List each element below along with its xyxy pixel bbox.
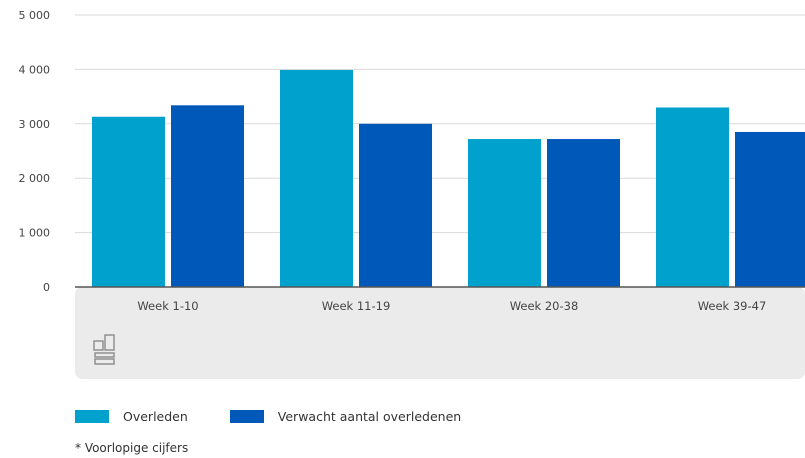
y-tick-label: 2 000 [19, 172, 51, 185]
legend: Overleden Verwacht aantal overledenen [75, 409, 503, 424]
bar-overleden-1 [280, 69, 353, 287]
x-tick-label: Week 11-19 [322, 299, 391, 313]
bar-verwacht-2 [547, 139, 620, 287]
x-axis-labels: Week 1-10 Week 11-19 Week 20-38 Week 39-47 [137, 299, 766, 313]
y-tick-label: 4 000 [19, 63, 51, 76]
legend-label: Verwacht aantal overledenen [277, 409, 462, 424]
y-tick-label: 1 000 [19, 227, 51, 240]
cbs-logo-icon [93, 334, 115, 365]
y-tick-label: 5 000 [19, 9, 51, 22]
bar-verwacht-0 [171, 105, 244, 287]
bars [92, 69, 805, 287]
legend-swatch [75, 410, 109, 423]
legend-item-verwacht: Verwacht aantal overledenen [229, 409, 462, 424]
y-tick-label: 3 000 [19, 118, 51, 131]
x-tick-label: Week 39-47 [698, 299, 767, 313]
x-tick-label: Week 20-38 [510, 299, 579, 313]
bar-overleden-0 [92, 116, 165, 287]
bar-verwacht-3 [735, 131, 805, 287]
bar-overleden-3 [656, 107, 729, 287]
x-tick-label: Week 1-10 [137, 299, 198, 313]
legend-swatch [229, 410, 264, 423]
bar-overleden-2 [468, 139, 541, 287]
bar-verwacht-1 [359, 123, 432, 287]
y-tick-label: 0 [43, 281, 50, 294]
legend-item-overleden: Overleden [75, 409, 188, 424]
y-axis-ticks: 0 1 000 2 000 3 000 4 000 5 000 [19, 9, 51, 294]
footnote: * Voorlopige cijfers [75, 441, 189, 455]
footer-panel [75, 287, 805, 379]
legend-label: Overleden [123, 409, 188, 424]
